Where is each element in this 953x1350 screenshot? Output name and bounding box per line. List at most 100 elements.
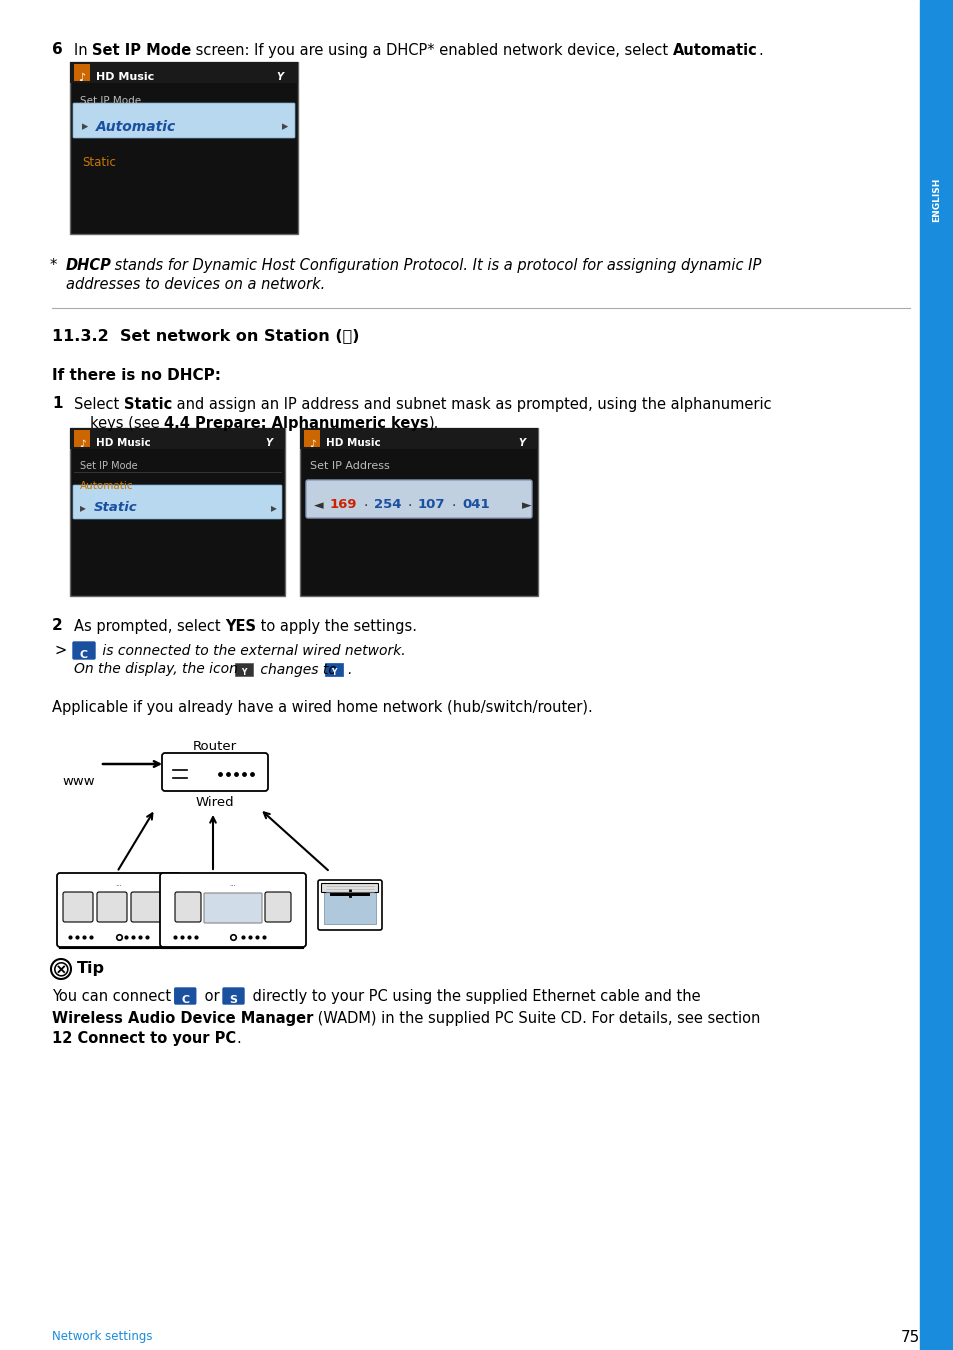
Text: .: . <box>758 43 762 58</box>
Text: ⊗: ⊗ <box>51 958 71 979</box>
Text: Static: Static <box>94 501 137 514</box>
Text: Automatic: Automatic <box>673 43 758 58</box>
Text: ...: ... <box>115 882 122 887</box>
Bar <box>299 428 537 450</box>
Text: Wired: Wired <box>195 796 234 809</box>
Text: 169: 169 <box>330 498 357 512</box>
Bar <box>325 663 343 676</box>
Bar <box>919 0 953 1350</box>
Bar <box>74 63 90 81</box>
Text: 041: 041 <box>461 498 489 512</box>
Text: Tip: Tip <box>77 961 105 976</box>
FancyBboxPatch shape <box>174 988 195 1004</box>
FancyBboxPatch shape <box>306 481 532 518</box>
Circle shape <box>51 958 71 979</box>
Text: addresses to devices on a network.: addresses to devices on a network. <box>66 277 325 292</box>
Text: ·: · <box>452 500 456 513</box>
Text: or: or <box>199 990 224 1004</box>
Text: You can connect: You can connect <box>52 990 175 1004</box>
Text: Applicable if you already have a wired home network (hub/switch/router).: Applicable if you already have a wired h… <box>52 701 592 716</box>
FancyBboxPatch shape <box>204 892 262 923</box>
Text: HD Music: HD Music <box>326 437 380 448</box>
Text: C: C <box>181 995 189 1004</box>
Text: As prompted, select: As prompted, select <box>74 620 225 634</box>
FancyBboxPatch shape <box>162 753 268 791</box>
FancyBboxPatch shape <box>265 892 291 922</box>
Text: Y: Y <box>275 72 283 82</box>
FancyBboxPatch shape <box>174 892 201 922</box>
Bar <box>74 431 90 447</box>
Text: Automatic: Automatic <box>96 120 176 134</box>
Text: to apply the settings.: to apply the settings. <box>256 620 416 634</box>
Text: HD Music: HD Music <box>96 437 151 448</box>
Bar <box>324 888 375 923</box>
Text: ▸: ▸ <box>80 501 86 514</box>
Text: ...: ... <box>230 882 236 887</box>
FancyBboxPatch shape <box>223 988 244 1004</box>
Text: ▸: ▸ <box>271 501 276 514</box>
FancyBboxPatch shape <box>73 103 294 138</box>
Bar <box>330 892 370 896</box>
Text: ▸: ▸ <box>82 120 89 134</box>
Text: S: S <box>230 995 237 1004</box>
Text: Y: Y <box>331 668 336 676</box>
Text: Set IP Mode: Set IP Mode <box>80 460 137 471</box>
FancyBboxPatch shape <box>70 428 285 595</box>
Text: 107: 107 <box>417 498 445 512</box>
Text: keys (see: keys (see <box>90 416 164 431</box>
Text: *: * <box>50 258 57 273</box>
FancyBboxPatch shape <box>299 428 537 595</box>
Text: YES: YES <box>225 620 256 634</box>
FancyBboxPatch shape <box>131 892 161 922</box>
Text: In: In <box>74 43 92 58</box>
Text: ·: · <box>408 500 412 513</box>
Text: changes to: changes to <box>255 663 341 676</box>
Text: Set IP Mode: Set IP Mode <box>80 96 141 107</box>
FancyBboxPatch shape <box>57 873 181 946</box>
Text: .: . <box>347 663 351 676</box>
Text: On the display, the icon: On the display, the icon <box>74 662 242 676</box>
Text: Network settings: Network settings <box>52 1330 152 1343</box>
Text: Y: Y <box>517 437 524 448</box>
Text: www: www <box>62 775 94 788</box>
Text: (WADM) in the supplied PC Suite CD. For details, see section: (WADM) in the supplied PC Suite CD. For … <box>313 1011 760 1026</box>
Text: 6: 6 <box>52 42 63 57</box>
Text: directly to your PC using the supplied Ethernet cable and the: directly to your PC using the supplied E… <box>248 990 700 1004</box>
FancyBboxPatch shape <box>317 880 381 930</box>
Text: Set IP Mode: Set IP Mode <box>92 43 192 58</box>
Text: Automatic: Automatic <box>80 481 133 491</box>
FancyBboxPatch shape <box>73 485 282 518</box>
Text: is connected to the external wired network.: is connected to the external wired netwo… <box>98 644 405 657</box>
FancyBboxPatch shape <box>73 643 95 659</box>
Text: 4.4 Prepare: Alphanumeric keys: 4.4 Prepare: Alphanumeric keys <box>164 416 429 431</box>
Text: Select: Select <box>74 397 124 412</box>
Text: 11.3.2  Set network on Station (Ⓢ): 11.3.2 Set network on Station (Ⓢ) <box>52 328 359 343</box>
Text: .: . <box>236 1031 240 1046</box>
FancyBboxPatch shape <box>160 873 306 946</box>
FancyBboxPatch shape <box>70 62 297 234</box>
Text: ♪: ♪ <box>309 439 315 450</box>
Bar <box>70 62 297 82</box>
Text: Y: Y <box>265 437 272 448</box>
FancyBboxPatch shape <box>321 883 378 892</box>
Text: ENGLISH: ENGLISH <box>931 178 941 223</box>
Text: 75: 75 <box>900 1330 919 1345</box>
Text: Static: Static <box>82 157 115 169</box>
Text: Y: Y <box>241 668 247 676</box>
Text: 2: 2 <box>52 618 63 633</box>
Text: ·: · <box>364 500 368 513</box>
Text: ♪: ♪ <box>78 73 86 82</box>
Text: If there is no DHCP:: If there is no DHCP: <box>52 369 221 383</box>
Text: ).: ). <box>429 416 438 431</box>
Bar <box>70 428 285 450</box>
FancyBboxPatch shape <box>97 892 127 922</box>
Text: ◄: ◄ <box>314 500 323 512</box>
FancyBboxPatch shape <box>63 892 92 922</box>
Text: 12 Connect to your PC: 12 Connect to your PC <box>52 1031 236 1046</box>
Text: >: > <box>55 643 67 657</box>
Text: and assign an IP address and subnet mask as prompted, using the alphanumeric: and assign an IP address and subnet mask… <box>172 397 771 412</box>
Text: stands for Dynamic Host Configuration Protocol. It is a protocol for assigning d: stands for Dynamic Host Configuration Pr… <box>110 258 760 273</box>
Text: 254: 254 <box>374 498 401 512</box>
Text: DHCP: DHCP <box>66 258 112 273</box>
Text: Wireless Audio Device Manager: Wireless Audio Device Manager <box>52 1011 313 1026</box>
